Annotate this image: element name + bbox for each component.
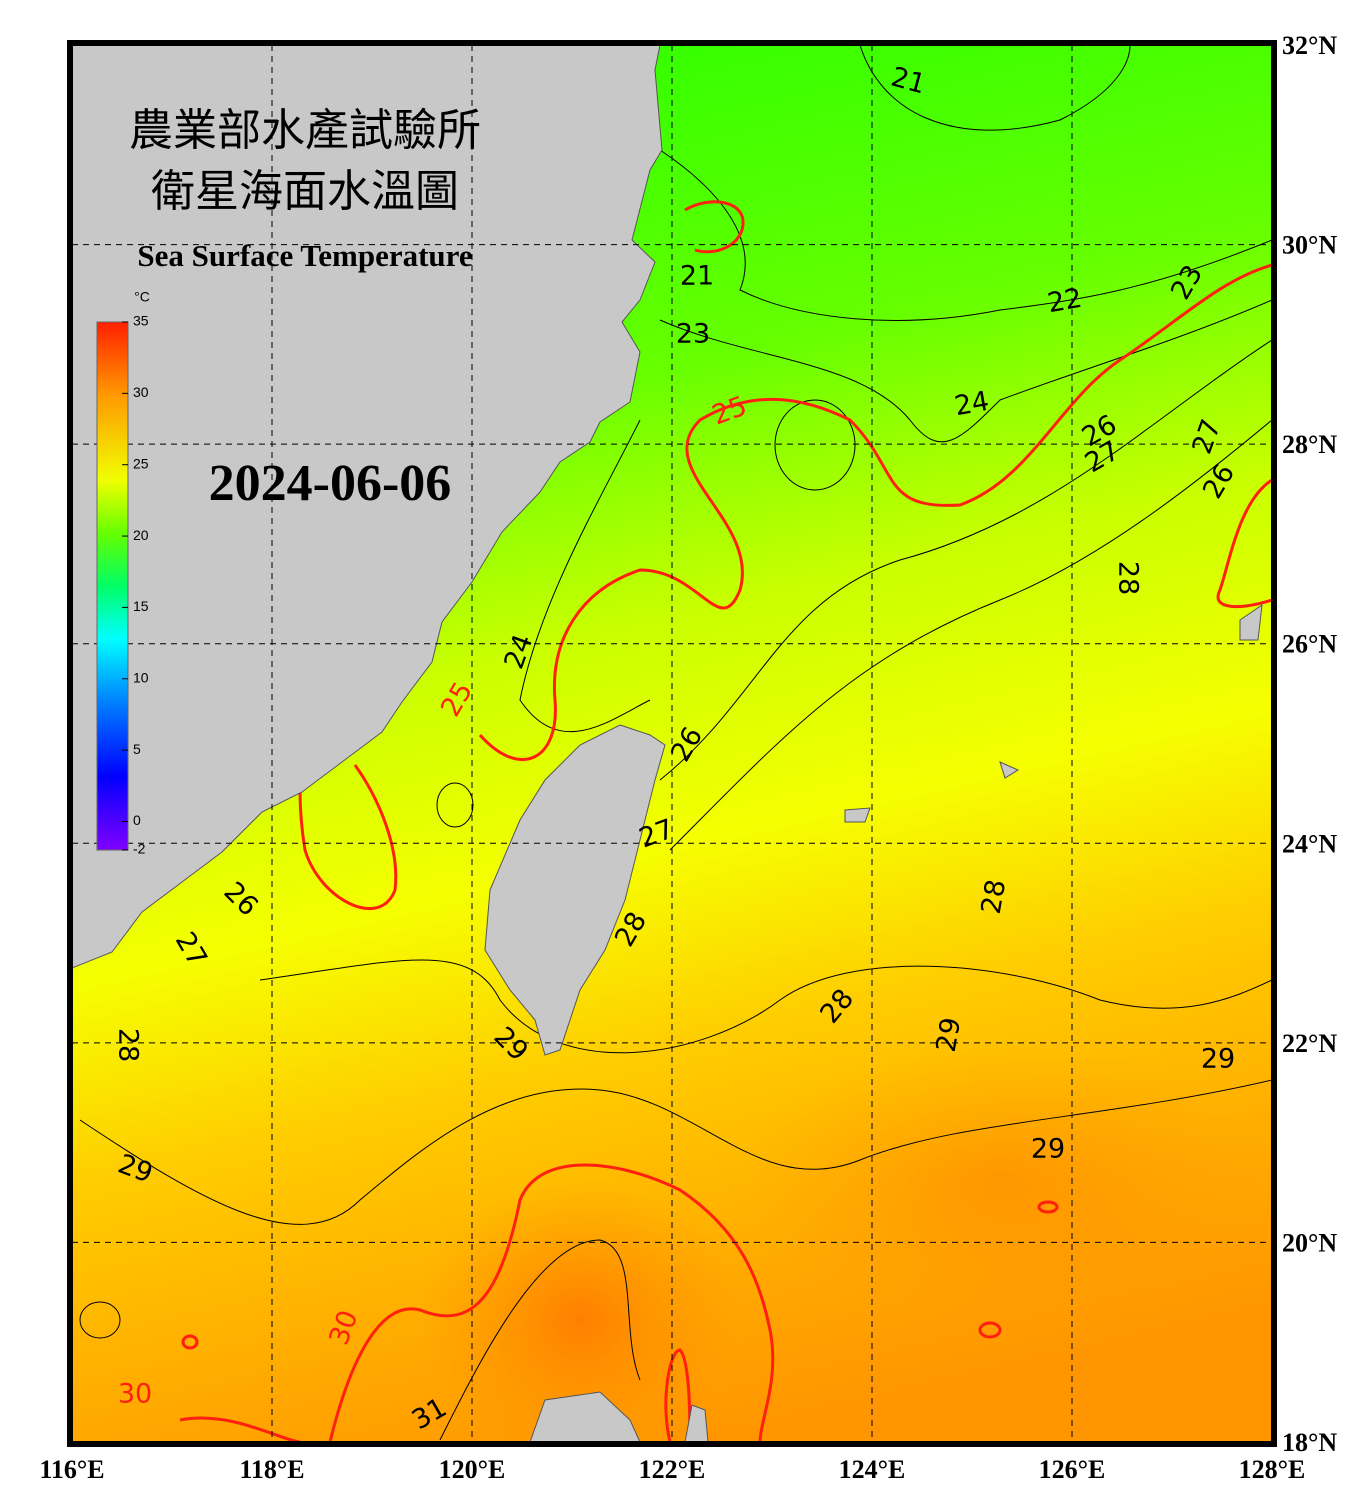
luzon bbox=[529, 1391, 641, 1442]
isotherm-red bbox=[298, 764, 398, 910]
isotherm bbox=[659, 339, 1272, 781]
y-tick-label: 24°N bbox=[1282, 829, 1337, 858]
warm-pool bbox=[420, 1180, 740, 1442]
axis-labels: 116°E 118°E 120°E 122°E 124°E 126°E 128°E18°N 2… bbox=[39, 31, 1337, 1484]
isotherm bbox=[519, 419, 651, 732]
title-zh-1: 農業部水產試驗所 bbox=[129, 106, 481, 155]
y-tick-label: 22°N bbox=[1282, 1029, 1337, 1058]
colorbar-ticks: 35 30 25 20 15 10 5 0 -2 bbox=[122, 313, 149, 857]
contour-label: 29 bbox=[1031, 1134, 1065, 1165]
y-tick-label: 26°N bbox=[1282, 630, 1337, 659]
colorbar-tick-label: 10 bbox=[133, 669, 149, 685]
isotherm-red bbox=[181, 1334, 199, 1350]
colorbar-tick-label: 30 bbox=[133, 384, 149, 400]
isotherm-red bbox=[478, 263, 1272, 761]
colorbar-unit: °C bbox=[134, 289, 150, 305]
mainland-china bbox=[72, 45, 663, 969]
title-en: Sea Surface Temperature bbox=[137, 238, 472, 273]
colorbar-tick-label: -2 bbox=[133, 841, 146, 857]
x-tick-label: 128°E bbox=[1239, 1455, 1306, 1484]
isotherm bbox=[259, 959, 1272, 1054]
island bbox=[844, 603, 1263, 823]
warm-pool bbox=[740, 1040, 1260, 1320]
y-tick-label: 20°N bbox=[1282, 1228, 1337, 1257]
map-frame bbox=[67, 40, 1277, 1447]
colorbar-tick-label: 35 bbox=[133, 313, 149, 329]
colorbar-tick-label: 25 bbox=[133, 455, 149, 471]
isotherm-red bbox=[978, 1321, 1002, 1339]
colorbar-tick-label: 15 bbox=[133, 598, 149, 614]
colorbar-tick-label: 20 bbox=[133, 527, 149, 543]
y-tick-label: 18°N bbox=[1282, 1428, 1337, 1457]
isotherm bbox=[439, 1239, 641, 1441]
y-tick-label: 30°N bbox=[1282, 231, 1337, 260]
isotherm-red bbox=[1037, 1200, 1059, 1214]
isotherm bbox=[79, 1301, 121, 1339]
island bbox=[684, 1404, 709, 1442]
isotherm bbox=[659, 149, 1272, 321]
isotherm-red bbox=[179, 1163, 775, 1442]
graticule bbox=[72, 45, 1272, 1442]
contour-label: 21 bbox=[680, 261, 714, 292]
isotherm bbox=[669, 419, 1272, 851]
isotherm bbox=[659, 299, 1272, 443]
contour-label: 28 bbox=[113, 1028, 144, 1062]
x-tick-label: 124°E bbox=[839, 1455, 906, 1484]
isotherm bbox=[859, 45, 1131, 131]
contour-label: 29 bbox=[1201, 1044, 1235, 1075]
colorbar-tick-label: 5 bbox=[133, 741, 141, 757]
contour-label: 29 bbox=[931, 1015, 967, 1054]
x-tick-label: 126°E bbox=[1039, 1455, 1106, 1484]
x-tick-label: 120°E bbox=[439, 1455, 506, 1484]
x-tick-label: 118°E bbox=[239, 1455, 304, 1484]
contour-label: 24 bbox=[952, 386, 991, 422]
y-tick-label: 28°N bbox=[1282, 430, 1337, 459]
colorbar bbox=[96, 321, 129, 851]
title-zh-2: 衛星海面水溫圖 bbox=[151, 167, 459, 216]
isotherm bbox=[79, 1079, 1272, 1225]
isotherm bbox=[436, 782, 474, 828]
contour-label: 30 bbox=[118, 1379, 152, 1410]
contour-label: 23 bbox=[676, 319, 710, 350]
isotherm-red bbox=[1216, 478, 1272, 609]
isotherm-red bbox=[664, 1348, 692, 1442]
isotherm bbox=[774, 399, 856, 491]
date: 2024-06-06 bbox=[209, 455, 452, 512]
x-tick-label: 122°E bbox=[639, 1455, 706, 1484]
isotherm-red bbox=[684, 200, 745, 254]
contour-label: 28 bbox=[976, 877, 1012, 916]
contour-label: 22 bbox=[1045, 283, 1084, 319]
taiwan bbox=[484, 724, 666, 1056]
colorbar-tick-label: 0 bbox=[133, 812, 141, 828]
contour-label: 28 bbox=[1113, 561, 1144, 595]
x-tick-label: 116°E bbox=[39, 1455, 104, 1484]
y-tick-label: 32°N bbox=[1282, 31, 1337, 60]
